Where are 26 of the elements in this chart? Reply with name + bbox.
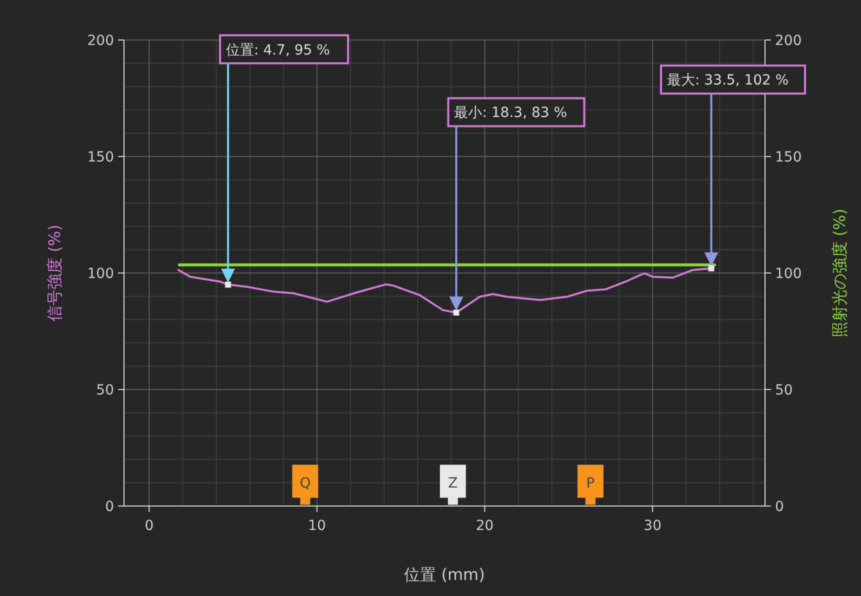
x-tick-label: 10: [308, 518, 326, 534]
annotation: 最大: 33.5, 102 %: [667, 72, 789, 89]
x-tick-label: 20: [476, 518, 494, 534]
y2-tick-label: 150: [775, 150, 802, 166]
point: [225, 282, 232, 288]
y-tick-label: 100: [87, 266, 114, 282]
annotation: 最小: 18.3, 83 %: [454, 105, 568, 122]
point: [708, 265, 714, 272]
y2-axis-title: 照射光の強度 (%): [830, 208, 849, 338]
y2-tick-label: 200: [775, 33, 802, 49]
data-label: P: [586, 476, 595, 492]
annotation: 位置: 4.7, 95 %: [226, 42, 330, 58]
x-tick-label: 30: [644, 518, 662, 534]
x-tick-label: 0: [144, 518, 154, 534]
x-axis-title: 位置 (mm): [404, 565, 485, 584]
y-tick-label: 50: [96, 382, 114, 398]
y-tick-label: 150: [87, 150, 114, 166]
data-label: Q: [300, 476, 311, 492]
y-tick-label: 0: [105, 499, 114, 515]
point: [453, 310, 460, 316]
y-tick-label: 200: [87, 33, 114, 49]
y2-tick-label: 100: [775, 266, 802, 282]
y2-tick-label: 0: [775, 499, 784, 515]
y-axis-title: 信号強度 (%): [45, 224, 64, 322]
y2-tick-label: 50: [775, 382, 793, 398]
data-label: Z: [448, 476, 458, 492]
